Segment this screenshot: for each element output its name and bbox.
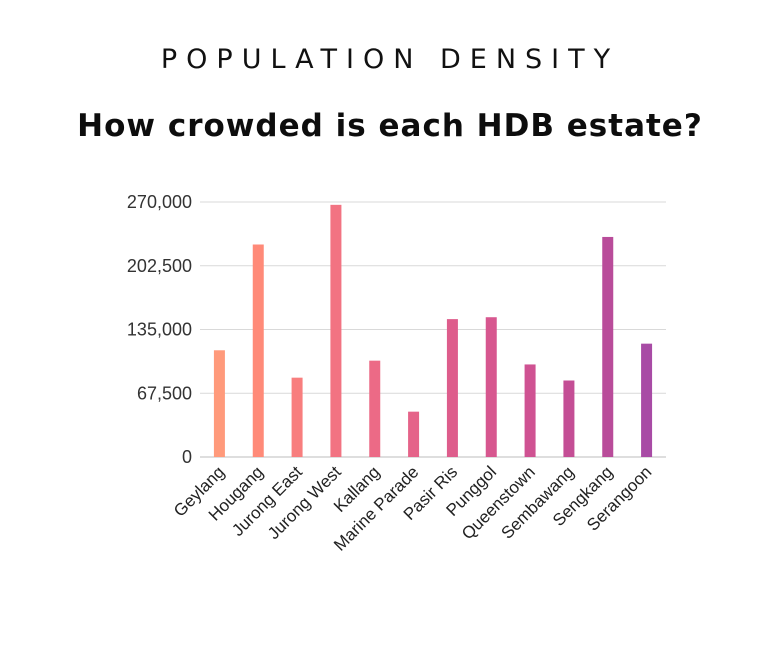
bars: [213, 204, 653, 457]
y-tick-label: 67,500: [137, 383, 192, 403]
y-tick-label: 270,000: [127, 192, 192, 212]
bar-punggol: [485, 317, 497, 457]
chart-kicker: POPULATION DENSITY: [160, 44, 620, 75]
bar-serangoon: [641, 343, 653, 457]
bar-queenstown: [524, 364, 536, 457]
gridlines: [200, 201, 666, 458]
bar-sembawang: [563, 380, 575, 457]
y-tick-label: 0: [182, 447, 192, 467]
bar-hougang: [252, 244, 264, 457]
chart-title: How crowded is each HDB estate?: [77, 108, 703, 144]
bar-sengkang: [602, 236, 614, 457]
bar-marine-parade: [408, 411, 420, 457]
y-tick-label: 202,500: [127, 256, 192, 276]
y-tick-label: 135,000: [127, 320, 192, 340]
bar-pasir-ris: [446, 319, 458, 457]
bar-jurong-west: [330, 204, 342, 457]
bar-kallang: [369, 360, 381, 457]
bar-jurong-east: [291, 377, 303, 457]
bar-geylang: [213, 350, 225, 457]
y-axis-ticks: 0 67,500 135,000 202,500 270,000: [127, 192, 192, 467]
